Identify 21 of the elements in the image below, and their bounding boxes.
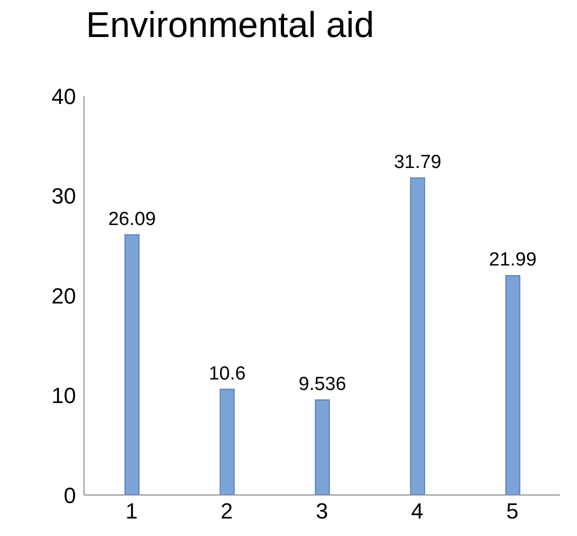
x-tick-label: 4 — [411, 498, 424, 524]
x-tick-label: 5 — [506, 498, 519, 524]
y-tick-label: 0 — [64, 482, 76, 508]
x-tick-label: 3 — [316, 498, 328, 524]
y-tick-label: 10 — [52, 383, 76, 408]
bar — [505, 275, 520, 495]
bar — [124, 234, 140, 495]
data-label: 9.536 — [298, 374, 346, 395]
x-tick-label: 1 — [125, 498, 138, 524]
bar — [410, 177, 426, 495]
bar — [220, 388, 235, 495]
chart-title: Environmental aid — [85, 3, 376, 47]
data-label: 10.6 — [208, 363, 246, 384]
y-tick-label: 30 — [52, 184, 76, 209]
bar — [314, 399, 330, 495]
y-tick-label: 40 — [52, 84, 76, 109]
data-label: 26.09 — [108, 208, 156, 230]
data-label: 31.79 — [394, 152, 442, 173]
data-label: 21.99 — [489, 250, 537, 271]
x-tick-label: 2 — [220, 498, 233, 524]
y-tick-label: 20 — [52, 283, 76, 308]
